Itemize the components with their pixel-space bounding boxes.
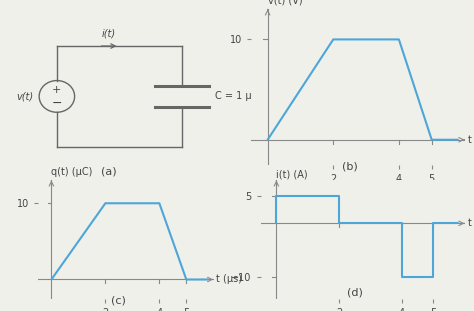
- Text: q(t) (μC): q(t) (μC): [51, 167, 93, 177]
- Text: t (μs): t (μs): [468, 135, 474, 145]
- Text: t (μs): t (μs): [216, 275, 242, 285]
- Text: i(t): i(t): [102, 29, 116, 39]
- Text: (d): (d): [347, 287, 363, 297]
- Text: C = 1 μF: C = 1 μF: [215, 91, 258, 101]
- Text: v(t): v(t): [16, 91, 33, 101]
- Text: (c): (c): [111, 296, 126, 306]
- Text: i(t) (A): i(t) (A): [276, 169, 308, 179]
- Text: −: −: [52, 97, 62, 110]
- Text: (a): (a): [101, 167, 117, 177]
- Text: +: +: [52, 85, 62, 95]
- Text: t (μs): t (μs): [468, 218, 474, 228]
- Text: v(t) (V): v(t) (V): [268, 0, 302, 5]
- Text: (b): (b): [342, 161, 357, 171]
